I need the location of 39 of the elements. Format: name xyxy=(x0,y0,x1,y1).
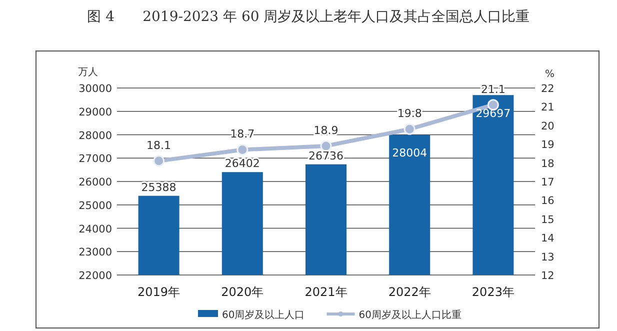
x-tick-label: 2021年 xyxy=(304,285,348,299)
y2-tick-label: 19 xyxy=(541,139,554,152)
y2-tick-label: 22 xyxy=(541,83,554,95)
y-tick-label: 26000 xyxy=(78,176,112,188)
y2-tick-label: 16 xyxy=(541,195,555,208)
y-tick-label: 23000 xyxy=(78,246,112,259)
x-tick-label: 2020年 xyxy=(221,285,264,299)
chart-title: 图 4 2019-2023 年 60 周岁及以上老年人口及其占全国总人口比重 xyxy=(87,9,530,25)
y2-tick-label: 18 xyxy=(541,158,554,170)
y-tick-label: 30000 xyxy=(78,83,112,95)
data-label: 18.1 xyxy=(146,138,172,152)
point xyxy=(236,144,248,156)
point xyxy=(404,123,416,135)
point xyxy=(153,155,165,167)
y2-tick-label: 20 xyxy=(541,120,554,132)
data-label: 25388 xyxy=(141,180,176,194)
data-label: 28004 xyxy=(392,146,428,160)
data-label: 26402 xyxy=(224,157,260,170)
y-tick-label: 29000 xyxy=(78,106,112,118)
y2-tick-label: 12 xyxy=(541,270,554,282)
y2-tick-label: 21 xyxy=(541,102,554,114)
y2-tick-label: 13 xyxy=(541,251,554,264)
y-tick-label: 24000 xyxy=(78,223,112,236)
data-label: 29697 xyxy=(476,107,511,120)
x-tick-label: 2023年 xyxy=(472,285,514,299)
x-tick-label: 2019年 xyxy=(138,285,180,299)
x-tick-label: 2022年 xyxy=(388,285,431,299)
y-tick-label: 25000 xyxy=(78,200,112,212)
y2-axis-title: % xyxy=(545,69,555,80)
legend-label: 60周岁及以上人口比重 xyxy=(358,309,462,321)
y-tick-label: 22000 xyxy=(78,270,112,282)
y-axis-title: 万人 xyxy=(78,67,98,78)
y-tick-label: 28000 xyxy=(78,130,112,142)
y2-tick-label: 14 xyxy=(541,232,555,245)
y-tick-label: 27000 xyxy=(78,153,112,166)
data-label: 18.9 xyxy=(314,124,338,137)
legend-label: 60周岁及以上人口 xyxy=(222,309,305,321)
y2-tick-label: 17 xyxy=(541,176,554,188)
y2-tick-label: 15 xyxy=(541,214,554,226)
